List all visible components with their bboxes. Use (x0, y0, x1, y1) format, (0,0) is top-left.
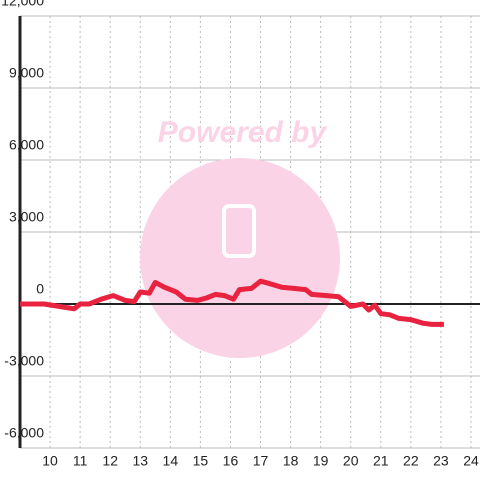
y-tick-label: 0 (36, 281, 44, 297)
y-tick-label: 12,000 (1, 0, 44, 9)
x-tick-label: 17 (253, 453, 269, 469)
x-tick-label: 19 (313, 453, 329, 469)
x-tick-label: 21 (373, 453, 389, 469)
x-tick-label: 12 (102, 453, 118, 469)
y-tick-label: 9,000 (9, 65, 44, 81)
watermark-icon (222, 204, 256, 258)
x-tick-label: 18 (283, 453, 299, 469)
x-tick-label: 16 (223, 453, 239, 469)
y-tick-label: -3,000 (4, 353, 44, 369)
x-tick-label: 20 (343, 453, 359, 469)
x-tick-label: 11 (73, 453, 88, 469)
y-tick-label: 6,000 (9, 137, 44, 153)
x-tick-label: 10 (42, 453, 58, 469)
watermark-text: Powered by (158, 116, 328, 149)
x-tick-label: 23 (433, 453, 449, 469)
x-tick-label: 13 (132, 453, 148, 469)
x-tick-label: 24 (463, 453, 479, 469)
x-tick-label: 15 (193, 453, 209, 469)
watermark: Powered by (140, 116, 340, 358)
y-tick-label: -6,000 (4, 425, 44, 441)
line (20, 278, 444, 327)
x-tick-label: 22 (403, 453, 419, 469)
x-tick-label: 14 (163, 453, 179, 469)
y-tick-label: 3,000 (9, 209, 44, 225)
